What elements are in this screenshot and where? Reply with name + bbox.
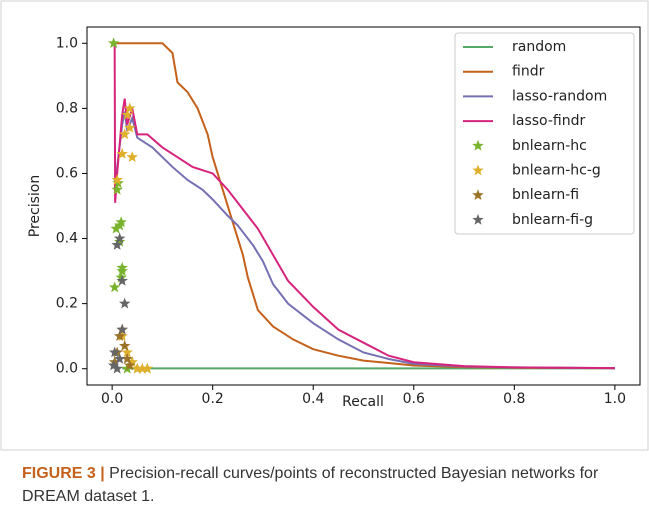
axes [86,26,641,386]
legend-marker [472,164,484,176]
star-point [116,265,128,276]
legend-label: bnlearn-hc [512,138,587,154]
legend [454,32,635,235]
x-axis-label: Recall [342,394,384,410]
legend-marker [472,213,484,225]
star-point [113,352,126,364]
star-point [116,274,128,286]
x-tick-label: 0.0 [101,391,123,407]
legend-label: findr [512,64,545,80]
y-tick-label: 0.4 [56,231,78,247]
star-point [124,102,136,114]
star-point [107,37,120,49]
chart: Recall Precision 0.0 0.2 0.4 0.6 0.8 1.0 0.0 0.… [0,0,649,451]
star-point [136,362,149,374]
caption-text: Precision-recall curves/points of recons… [22,465,599,505]
y-tick-label: 0.6 [56,165,78,181]
star-point [116,147,128,159]
star-point [116,323,128,335]
star-point [108,346,121,358]
y-tick-label: 0.0 [56,361,78,377]
x-tick-label: 0.4 [302,391,324,407]
y-tick-label: 1.0 [56,35,78,51]
legend-marker [472,139,484,151]
star-point [110,222,122,234]
star-point [121,352,133,364]
y-axis-label: Precision [27,175,43,237]
star-point [121,346,133,358]
star-point [111,173,123,185]
x-tick-label: 1.0 [604,391,626,407]
star-point [107,359,120,371]
star-point [113,232,126,244]
legend-label: bnlearn-hc-g [512,163,601,179]
star-point [113,235,126,247]
y-tick-label: 0.8 [56,100,78,116]
star-point [141,362,154,374]
star-point [108,281,121,293]
line [114,42,615,370]
star-point [119,297,131,309]
x-tick-label: 0.8 [503,391,525,407]
legend-label: bnlearn-fi-g [512,212,593,228]
star-point [119,128,131,140]
star-point [108,356,121,368]
caption-label: FIGURE 3 | [22,465,105,482]
star-point [124,359,136,371]
x-tick-label: 0.2 [202,391,224,407]
caption: FIGURE 3 | Precision-recall curves/point… [22,462,622,508]
star-point [126,151,138,163]
legend-label: bnlearn-fi [512,187,579,203]
star-point [111,183,123,195]
star-point [111,239,123,250]
star-point [131,362,143,374]
star-point [124,121,136,133]
y-tick-label: 0.2 [56,296,78,312]
legend-marker [472,189,484,201]
legend-label: lasso-random [512,88,607,104]
star-point [121,108,133,120]
star-point [113,330,126,342]
frame [0,0,649,451]
star-point [126,356,138,368]
legend-label: lasso-findr [512,113,586,129]
star-point [119,339,131,351]
x-tick-label: 0.6 [403,391,425,407]
legend-label: random [512,39,566,55]
line [113,43,615,370]
star-point [115,271,127,283]
star-point [115,216,127,228]
star-point [111,362,123,374]
